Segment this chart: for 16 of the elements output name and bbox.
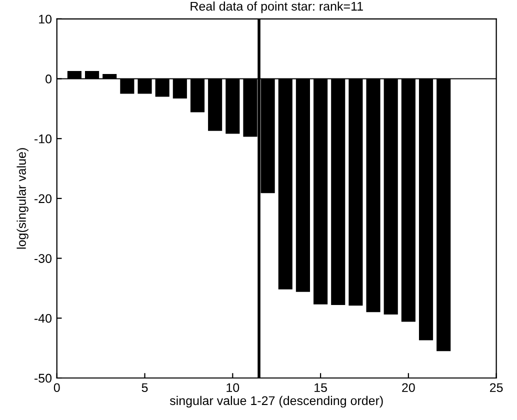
x-tick-label: 5 <box>142 383 148 392</box>
y-tick-label: -50 <box>34 374 52 383</box>
y-tick-label: -10 <box>34 134 52 144</box>
y-axis-title: log(singular value) <box>16 148 28 249</box>
y-tick-label: -40 <box>34 314 52 323</box>
y-tick-label: -20 <box>34 194 52 204</box>
x-tick-label: 0 <box>54 383 60 392</box>
x-tick-label: 15 <box>314 383 327 392</box>
y-tick-label: 10 <box>39 14 52 24</box>
x-tick-label: 20 <box>402 383 415 392</box>
x-tick-label: 10 <box>226 383 240 392</box>
x-axis-title: singular value 1-27 (descending order) <box>170 396 383 408</box>
y-tick-label: 0 <box>46 74 52 84</box>
y-tick-label: -30 <box>34 254 52 263</box>
chart-title: Real data of point star: rank=11 <box>190 2 363 14</box>
x-tick-label: 25 <box>490 383 503 392</box>
